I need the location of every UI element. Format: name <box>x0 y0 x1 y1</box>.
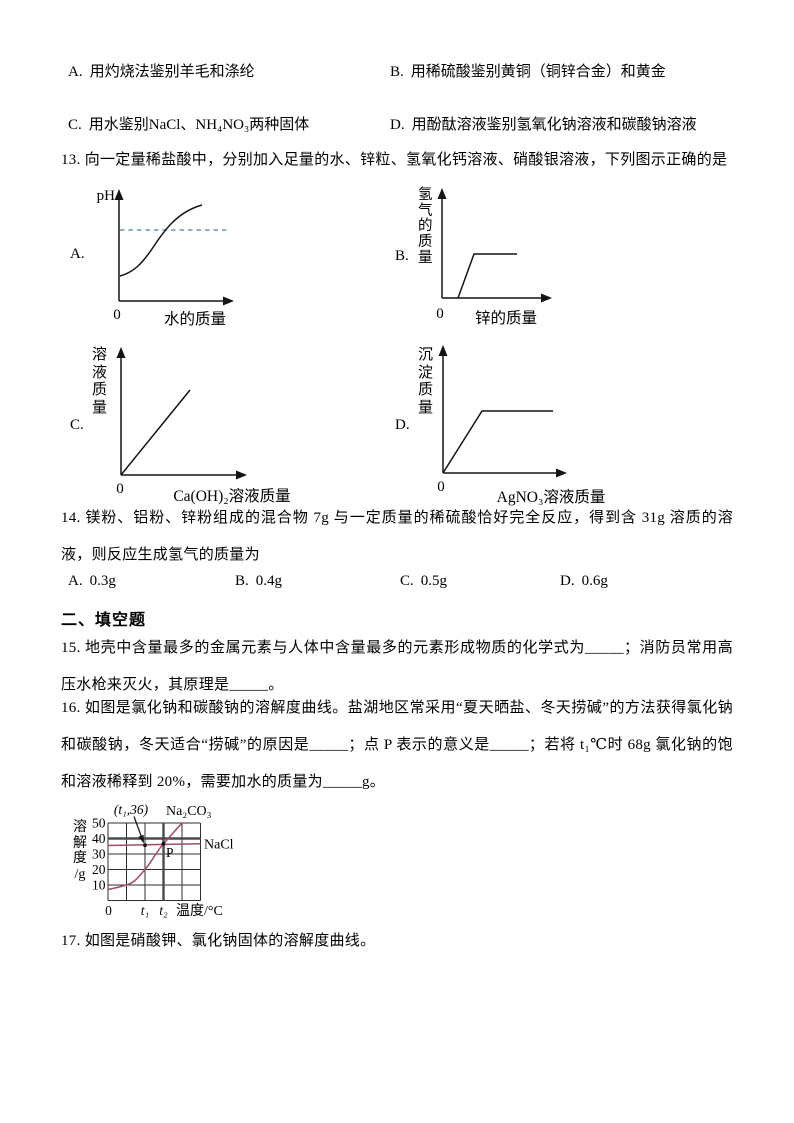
q14-option-b: B. 0.4g <box>235 569 282 593</box>
nacl-curve <box>107 843 201 847</box>
question-15: 15. 地壳中含量最多的金属元素与人体中含量最多的元素形成物质的化学式为____… <box>61 640 733 693</box>
annotation-leader-line <box>133 816 143 838</box>
solution-mass-line <box>120 389 191 476</box>
annotation-arrow <box>138 834 144 844</box>
q14-option-a-text: 0.3g <box>89 573 116 589</box>
q14-option-a: A. 0.3g <box>68 569 116 593</box>
q12-option-c-label: C. <box>68 117 82 133</box>
x-axis-arrow <box>236 470 247 480</box>
graph-b-origin: 0 <box>436 306 444 322</box>
q12-option-b: B. 用稀硫酸鉴别黄铜（铜锌合金）和黄金 <box>390 60 666 84</box>
y-axis-arrow <box>438 345 448 356</box>
q12-option-a-text: 用灼烧法鉴别羊毛和涤纶 <box>89 64 255 80</box>
graph-d-ylabel: 沉 淀 质 量 <box>418 347 434 416</box>
q14-option-d-text: 0.6g <box>581 573 608 589</box>
y-axis-arrow <box>116 347 126 358</box>
q13-graph-c-option: C. <box>70 417 84 433</box>
question-17: 17. 如图是硝酸钾、氯化钠固体的溶解度曲线。 <box>61 933 376 949</box>
q14-option-c: C. 0.5g <box>400 569 447 593</box>
q13-graph-b: B. 氢 气 的 质 量 0 锌的质量 <box>390 186 640 338</box>
q12-option-a-label: A. <box>68 64 83 80</box>
x-axis-arrow <box>541 293 552 303</box>
q12-option-b-text: 用稀硫酸鉴别黄铜（铜锌合金）和黄金 <box>410 64 666 80</box>
q12-option-d-text: 用酚酞溶液鉴别氢氧化钠溶液和碳酸钠溶液 <box>411 117 697 133</box>
q13-graph-b-plot: 0 锌的质量 <box>436 188 552 327</box>
solubility-xlabel: 温度/°C <box>176 903 223 919</box>
ytick-30: 30 <box>92 847 106 862</box>
q13-graph-a-plot: pH 0 水的质量 <box>97 188 234 328</box>
q13-graph-d: D. 沉 淀 质 量 0 AgNO₃溶液质量 <box>390 343 650 511</box>
precipitate-mass-curve <box>442 410 553 474</box>
graph-a-origin: 0 <box>113 307 121 323</box>
xtick-t2: t₂ <box>159 903 168 918</box>
x-axis-arrow <box>223 296 234 306</box>
q12-option-c-text: 用水鉴别NaCl、NH₄NO₃两种固体 <box>88 117 310 133</box>
q13-graph-a: A. pH 0 水的质量 <box>62 186 322 338</box>
nacl-label: NaCl <box>204 838 234 853</box>
y-axis-arrow <box>437 188 447 199</box>
ytick-10: 10 <box>92 878 106 893</box>
ytick-50: 50 <box>92 816 106 831</box>
q14-option-c-label: C. <box>400 573 414 589</box>
q14-option-d: D. 0.6g <box>560 569 608 593</box>
solubility-plot: (t₁,36) Na₂CO₃ NaCl P 50 40 30 20 10 0 t… <box>92 802 234 919</box>
q12-option-a: A. 用灼烧法鉴别羊毛和涤纶 <box>68 60 255 84</box>
question-16: 16. 如图是氯化钠和碳酸钠的溶解度曲线。盐湖地区常采用“夏天晒盐、冬天捞碱”的… <box>61 700 733 790</box>
q16-solubility-chart: 溶 解 度 /g (t₁,36) Na₂CO <box>60 800 360 928</box>
graph-c-ylabel: 溶 液 质 量 <box>92 347 108 416</box>
ytick-40: 40 <box>92 831 106 846</box>
q13-graph-d-plot: 0 AgNO₃溶液质量 <box>437 345 606 506</box>
graph-c-xlabel: Ca(OH)₂溶液质量 <box>173 487 290 505</box>
ph-curve <box>119 204 203 277</box>
q13-graph-a-option: A. <box>70 246 85 262</box>
solubility-ylabel: 溶 解 度 /g <box>73 820 87 882</box>
point-p <box>161 841 166 846</box>
xtick-0: 0 <box>105 903 112 918</box>
q12-option-b-label: B. <box>390 64 404 80</box>
graph-a-xlabel: 水的质量 <box>164 310 226 328</box>
na2co3-curve <box>107 822 183 891</box>
graph-a-ylabel: pH <box>97 188 116 204</box>
q12-option-d-label: D. <box>390 117 405 133</box>
graph-b-ylabel: 氢 气 的 质 量 <box>418 187 433 266</box>
q13-graph-d-option: D. <box>395 417 410 433</box>
point-t1-36 <box>143 843 147 848</box>
x-axis-arrow <box>556 468 567 478</box>
section-2-title: 二、填空题 <box>61 612 147 629</box>
question-13: 13. 向一定量稀盐酸中，分别加入足量的水、锌粒、氢氧化钙溶液、硝酸银溶液，下列… <box>61 152 728 168</box>
h2-mass-curve <box>457 253 517 299</box>
q13-graph-b-option: B. <box>395 248 409 264</box>
q14-option-d-label: D. <box>560 573 575 589</box>
p-label: P <box>166 845 174 860</box>
q12-option-d: D. 用酚酞溶液鉴别氢氧化钠溶液和碳酸钠溶液 <box>390 113 697 137</box>
graph-c-origin: 0 <box>116 481 124 497</box>
y-axis-arrow <box>114 189 124 200</box>
na2co3-label: Na₂CO₃ <box>166 804 212 819</box>
q14-option-b-text: 0.4g <box>255 573 283 589</box>
xtick-t1: t₁ <box>141 903 149 918</box>
question-14: 14. 镁粉、铝粉、锌粉组成的混合物 7g 与一定质量的稀硫酸恰好完全反应，得到… <box>61 510 733 563</box>
ytick-20: 20 <box>92 862 106 877</box>
q14-option-a-label: A. <box>68 573 83 589</box>
graph-d-xlabel: AgNO₃溶液质量 <box>497 488 606 506</box>
q13-graph-c: C. 溶 液 质 量 0 Ca(OH)₂溶液质量 <box>62 343 322 511</box>
q14-option-c-text: 0.5g <box>420 573 448 589</box>
q14-option-b-label: B. <box>235 573 249 589</box>
q12-option-c: C. 用水鉴别NaCl、NH₄NO₃两种固体 <box>68 113 309 137</box>
graph-d-origin: 0 <box>437 479 445 495</box>
q13-graph-c-plot: 0 Ca(OH)₂溶液质量 <box>116 347 291 505</box>
annotation-t1-36: (t₁,36) <box>114 802 149 817</box>
graph-b-xlabel: 锌的质量 <box>475 309 537 327</box>
